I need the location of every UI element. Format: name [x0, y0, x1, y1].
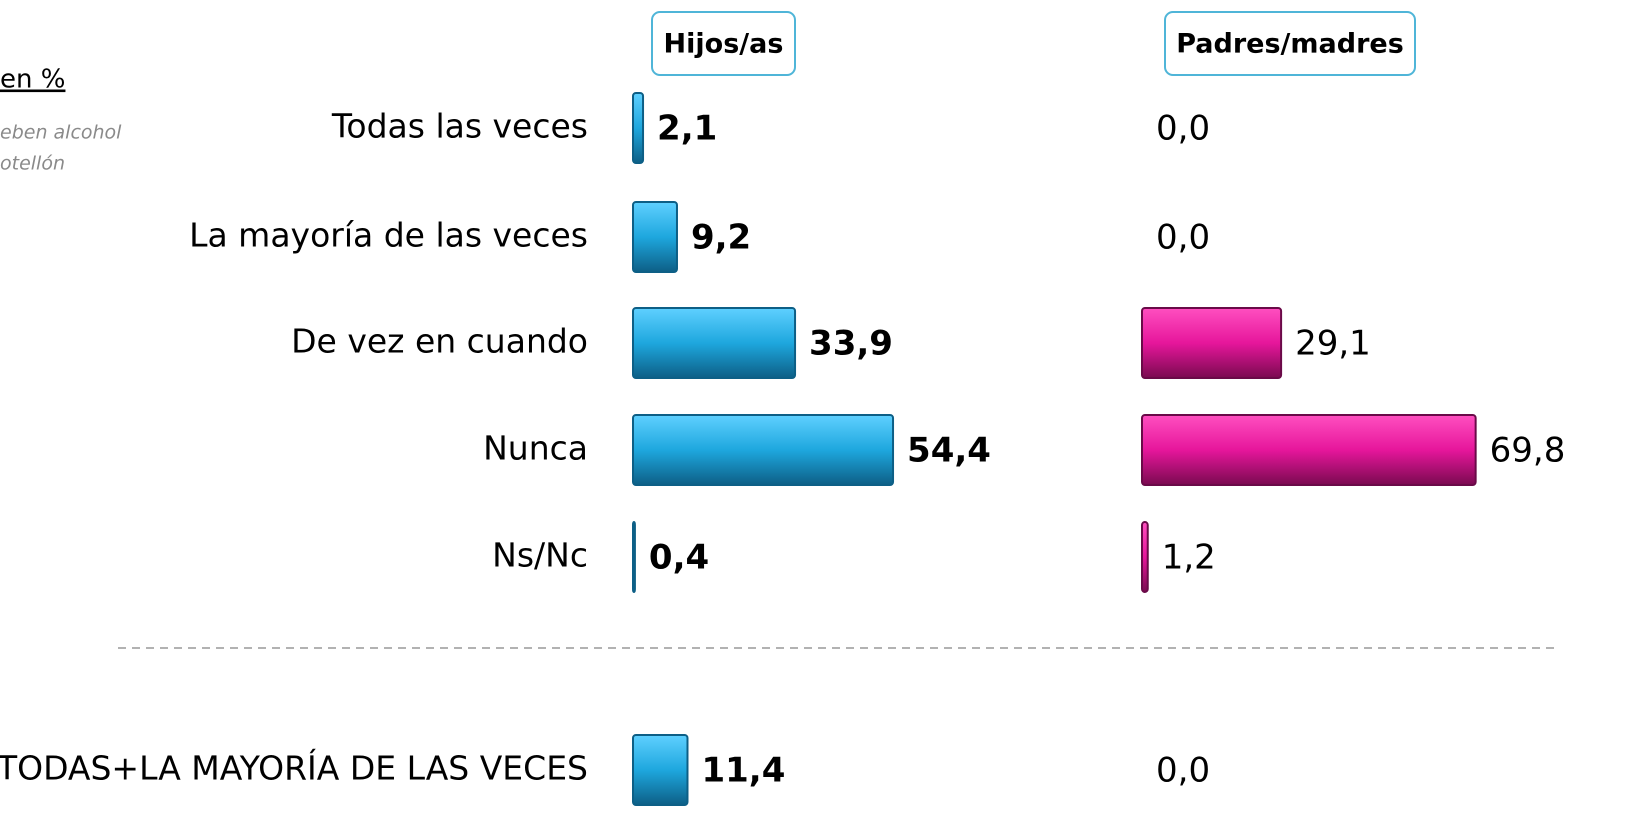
value-label: 69,8: [1490, 431, 1566, 471]
note: eben alcohol: [0, 122, 122, 144]
bar: [1141, 521, 1149, 593]
bar: [632, 307, 797, 379]
bar: [632, 92, 645, 164]
bar: [632, 734, 689, 806]
value-label: 0,0: [1156, 109, 1210, 149]
category-label: Nunca: [483, 429, 588, 468]
value-label: 9,2: [691, 218, 751, 258]
bar: [632, 414, 895, 486]
note: otellón: [0, 153, 65, 175]
subtitle: en %: [0, 65, 65, 95]
value-label: 0,0: [1156, 751, 1210, 791]
series-header: Hijos/as: [664, 29, 784, 60]
value-label: 11,4: [701, 751, 785, 791]
series-header: Padres/madres: [1176, 29, 1404, 60]
bar: [632, 201, 678, 273]
value-label: 33,9: [809, 324, 893, 364]
value-label: 0,4: [649, 538, 709, 578]
value-label: 54,4: [907, 431, 991, 471]
bar: [632, 521, 636, 593]
series-header-box: [651, 11, 796, 76]
value-label: 29,1: [1295, 324, 1371, 364]
value-label: 0,0: [1156, 218, 1210, 258]
series-header-box: [1164, 11, 1416, 76]
category-label: La mayoría de las veces: [189, 216, 588, 255]
value-label: 2,1: [657, 109, 717, 149]
bar: [1141, 414, 1477, 486]
category-label: De vez en cuando: [291, 322, 588, 361]
category-label: Ns/Nc: [492, 536, 588, 575]
category-label: Todas las veces: [331, 107, 588, 146]
bar: [1141, 307, 1283, 379]
value-label: 1,2: [1162, 538, 1216, 578]
category-label: TODAS+LA MAYORÍA DE LAS VECES: [0, 748, 588, 788]
